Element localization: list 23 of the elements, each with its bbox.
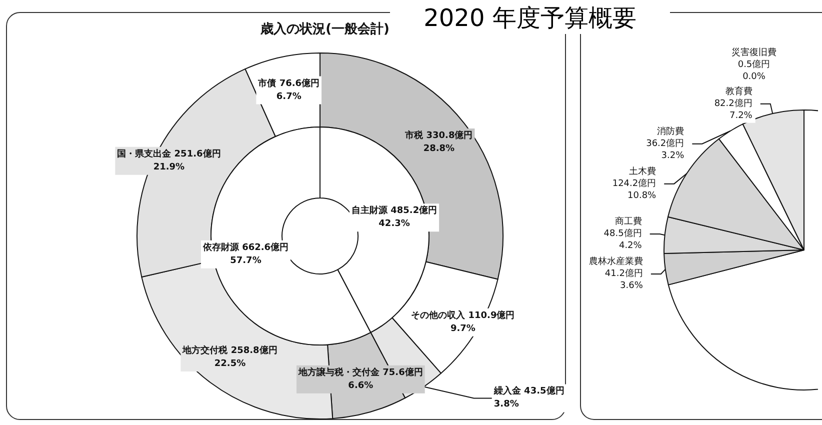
text: 0.5億円 0.0% bbox=[738, 60, 770, 82]
slice-label: 地方交付税 258.8億円 22.5% bbox=[182, 344, 278, 369]
chart-title: 2020 年度予算概要 bbox=[390, 2, 670, 34]
category-label: 災害復旧費 bbox=[732, 48, 776, 58]
data-label: 82.2億円 7.2% bbox=[714, 98, 753, 121]
slice-label: 市債 76.6億円 6.7% bbox=[257, 78, 320, 102]
slice-label: 商工費 bbox=[614, 216, 642, 228]
slice-label: 依存財源 662.6億円 57.7% bbox=[202, 242, 289, 266]
slice-label: その他の収入 110.9億円 9.7% bbox=[411, 310, 515, 334]
slice-label: 農林水産業費 bbox=[588, 256, 643, 268]
data-label: 41.2億円 3.6% bbox=[604, 268, 644, 292]
slice-label: 地方譲与税・交付金 75.6億円 6.6% bbox=[298, 366, 423, 391]
data-label: 36.2億円 3.2% bbox=[646, 138, 685, 161]
chart-subtitle: 歳入の状況(一般会計) bbox=[260, 21, 390, 37]
slice-label: 自主財源 485.2億円 42.3% bbox=[351, 205, 438, 230]
data-label: 124.2億円 10.8% bbox=[612, 178, 657, 201]
slice-label: 土木費 bbox=[629, 166, 656, 177]
data-label: 48.5億円 4.2% bbox=[604, 228, 642, 252]
slice-label: 教育費 bbox=[725, 86, 752, 97]
slice-label: 市税 330.8億円 28.8% bbox=[404, 130, 473, 154]
slice-label: 繰入金 43.5億円 3.8% bbox=[492, 386, 564, 410]
slice-label: 消防費 bbox=[657, 126, 684, 137]
slice-label: 国・県支出金 251.6億円 21.9% bbox=[117, 148, 221, 172]
